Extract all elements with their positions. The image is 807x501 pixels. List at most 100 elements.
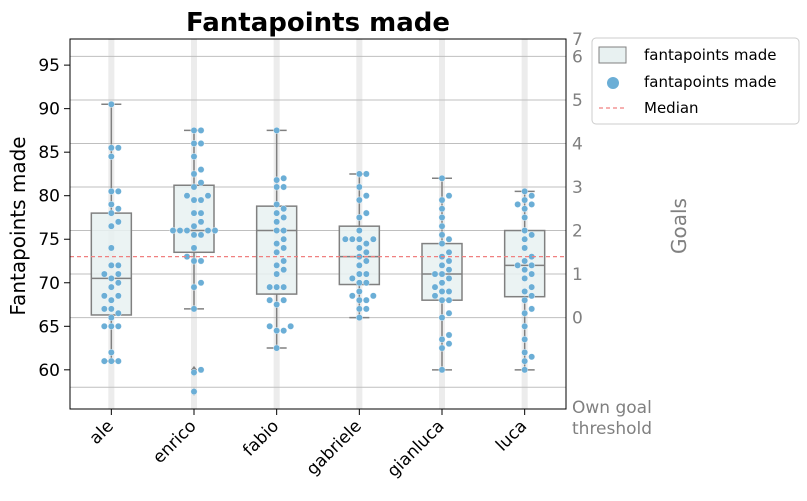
point-enrico [204, 227, 212, 234]
point-fabio [280, 283, 288, 291]
point-gianluca [438, 214, 446, 221]
point-gabriele [362, 192, 370, 200]
point-luca [521, 309, 529, 317]
point-gianluca [445, 248, 453, 256]
point-ale [114, 309, 122, 317]
y-tick-label-75: 75 [38, 230, 60, 250]
goal-tick-2: 2 [572, 222, 583, 242]
point-ale [107, 201, 115, 208]
point-ale [107, 275, 115, 282]
point-luca [514, 261, 522, 269]
goal-threshold-gridlines [70, 55, 566, 388]
point-fabio [273, 248, 281, 256]
point-ale [107, 322, 115, 330]
point-luca [528, 261, 536, 269]
point-fabio [280, 214, 288, 221]
point-ale [100, 357, 108, 365]
point-gianluca [438, 261, 446, 269]
legend-dot-swatch [607, 77, 619, 89]
point-gianluca [438, 231, 446, 239]
point-luca [521, 235, 529, 243]
point-fabio [280, 244, 288, 252]
point-luca [528, 201, 536, 208]
point-fabio [273, 227, 281, 234]
point-gianluca [445, 257, 453, 265]
point-gianluca [438, 270, 446, 278]
point-enrico [176, 227, 184, 234]
point-ale [114, 218, 122, 226]
point-luca [521, 244, 529, 252]
point-fabio [280, 257, 288, 265]
point-gianluca [445, 275, 453, 282]
x-tick-label-ale: ale [86, 416, 118, 448]
point-gianluca [431, 292, 439, 300]
point-gabriele [355, 227, 363, 234]
goal-tick-6: 6 [572, 47, 583, 67]
point-gianluca [431, 270, 439, 278]
point-ale [107, 187, 115, 195]
point-ale [114, 187, 122, 195]
point-gabriele [362, 305, 370, 313]
point-gabriele [348, 292, 356, 300]
point-enrico [197, 279, 205, 287]
point-fabio [273, 283, 281, 291]
point-fabio [273, 261, 281, 269]
point-gabriele [362, 248, 370, 256]
x-tick-label-gianluca: gianluca [384, 416, 449, 481]
point-luca [521, 275, 529, 282]
point-luca [528, 270, 536, 278]
point-gianluca [445, 331, 453, 339]
point-fabio [266, 283, 274, 291]
point-fabio [273, 301, 281, 308]
point-ale [100, 305, 108, 313]
point-fabio [266, 322, 274, 330]
chart-title: Fantapoints made [186, 8, 450, 38]
point-luca [521, 288, 529, 295]
plot-area-frame [69, 38, 567, 410]
point-enrico [190, 140, 198, 147]
y-tick-label-95: 95 [38, 56, 60, 76]
point-ale [107, 261, 115, 269]
point-ale [107, 209, 115, 217]
point-luca [521, 335, 529, 343]
point-gabriele [355, 296, 363, 304]
point-luca [528, 353, 536, 361]
point-gianluca [438, 344, 446, 352]
point-enrico [190, 127, 198, 134]
point-gianluca [438, 288, 446, 295]
point-gabriele [355, 270, 363, 278]
point-gianluca [438, 205, 446, 213]
point-fabio [273, 218, 281, 226]
point-fabio [280, 327, 288, 335]
point-fabio [273, 240, 281, 247]
point-ale [114, 270, 122, 278]
point-gabriele [362, 209, 370, 217]
boxplots [90, 103, 546, 396]
point-enrico [197, 231, 205, 239]
y-tick-label-90: 90 [38, 100, 60, 120]
point-enrico [190, 153, 198, 160]
point-gabriele [355, 170, 363, 178]
goal-tick-4: 4 [572, 134, 583, 154]
point-gianluca [445, 192, 453, 200]
point-enrico [197, 366, 205, 374]
point-enrico [197, 166, 205, 173]
point-luca [521, 296, 529, 304]
goal-tick-0: 0 [572, 309, 583, 329]
point-enrico [190, 196, 198, 204]
point-luca [521, 257, 529, 265]
point-luca [521, 349, 529, 356]
point-ale [114, 144, 122, 152]
x-tick-label-fabio: fabio [239, 416, 283, 460]
point-ale [107, 314, 115, 321]
point-gabriele [355, 314, 363, 321]
point-gabriele [355, 261, 363, 269]
point-ale [114, 279, 122, 287]
point-gabriele [355, 235, 363, 243]
point-gabriele [362, 296, 370, 304]
x-axis: ale enrico fabio gabriele gianluca luca [86, 409, 531, 481]
legend-label-dot: fantapoints made [644, 73, 776, 91]
point-gabriele [362, 270, 370, 278]
y-tick-label-80: 80 [38, 187, 60, 207]
point-enrico [197, 196, 205, 204]
